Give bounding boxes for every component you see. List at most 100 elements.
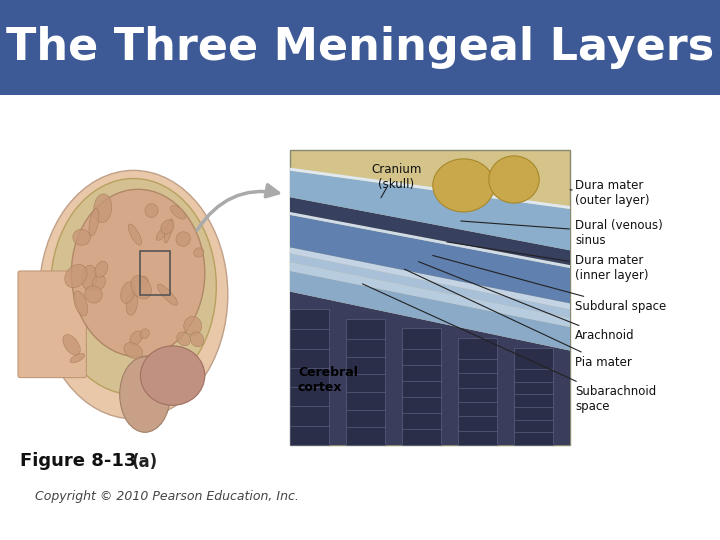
Bar: [514, 361, 553, 382]
Text: Dura mater
(inner layer): Dura mater (inner layer): [446, 242, 649, 282]
Ellipse shape: [81, 265, 97, 289]
Ellipse shape: [140, 329, 149, 339]
Ellipse shape: [138, 276, 148, 286]
Bar: [402, 376, 441, 397]
Ellipse shape: [489, 156, 539, 203]
Bar: [458, 410, 498, 431]
Ellipse shape: [50, 179, 216, 395]
FancyBboxPatch shape: [18, 271, 86, 377]
Ellipse shape: [194, 248, 204, 257]
Ellipse shape: [70, 353, 85, 363]
Text: Pia mater: Pia mater: [405, 269, 632, 369]
Bar: [346, 407, 385, 427]
Ellipse shape: [171, 206, 186, 219]
Ellipse shape: [177, 332, 191, 346]
Text: The Three Meningeal Layers: The Three Meningeal Layers: [6, 26, 714, 69]
Bar: [402, 424, 441, 445]
Bar: [346, 424, 385, 445]
Bar: [402, 345, 441, 365]
Bar: [346, 319, 385, 339]
Ellipse shape: [145, 204, 158, 218]
Bar: [402, 393, 441, 413]
Ellipse shape: [124, 343, 143, 359]
Ellipse shape: [85, 286, 102, 303]
Bar: [346, 336, 385, 357]
Ellipse shape: [176, 232, 190, 246]
Ellipse shape: [130, 331, 143, 345]
Bar: [290, 367, 329, 387]
Ellipse shape: [157, 284, 177, 305]
Bar: [140, 252, 171, 295]
Polygon shape: [290, 168, 570, 209]
Bar: [514, 399, 553, 420]
Polygon shape: [290, 171, 570, 251]
Bar: [290, 309, 329, 329]
Text: Arachnoid: Arachnoid: [418, 262, 634, 342]
Ellipse shape: [120, 357, 171, 433]
Bar: [514, 374, 553, 394]
Ellipse shape: [128, 224, 142, 245]
Text: Figure 8-13: Figure 8-13: [20, 452, 136, 470]
Text: Subdural space: Subdural space: [433, 255, 666, 313]
Ellipse shape: [164, 219, 173, 243]
Polygon shape: [290, 271, 570, 350]
Ellipse shape: [73, 229, 91, 245]
Ellipse shape: [95, 261, 108, 278]
Ellipse shape: [131, 275, 151, 299]
Ellipse shape: [140, 346, 204, 406]
Text: Cerebral
cortex: Cerebral cortex: [298, 366, 358, 394]
Polygon shape: [290, 215, 570, 303]
Bar: [290, 347, 329, 368]
Ellipse shape: [89, 208, 99, 236]
Ellipse shape: [156, 227, 168, 240]
FancyArrowPatch shape: [197, 185, 279, 230]
Bar: [346, 372, 385, 392]
Ellipse shape: [94, 194, 112, 222]
Ellipse shape: [73, 291, 88, 316]
Bar: [290, 150, 570, 445]
Ellipse shape: [161, 220, 174, 234]
Text: Dura mater
(outer layer): Dura mater (outer layer): [570, 179, 649, 207]
Text: (a): (a): [132, 453, 158, 471]
Text: Subarachnoid
space: Subarachnoid space: [363, 284, 656, 413]
Polygon shape: [290, 247, 570, 309]
Text: Copyright © 2010 Pearson Education, Inc.: Copyright © 2010 Pearson Education, Inc.: [35, 490, 299, 503]
Bar: [290, 405, 329, 426]
Bar: [458, 339, 498, 359]
Ellipse shape: [190, 332, 204, 347]
Ellipse shape: [92, 275, 105, 291]
Bar: [514, 424, 553, 445]
Bar: [0, 0, 720, 94]
Bar: [402, 360, 441, 381]
Bar: [458, 381, 498, 402]
Ellipse shape: [121, 282, 135, 303]
Polygon shape: [290, 253, 570, 318]
Bar: [402, 328, 441, 349]
Ellipse shape: [71, 190, 204, 357]
Text: Cranium
(skull): Cranium (skull): [372, 163, 422, 191]
Bar: [402, 408, 441, 429]
Ellipse shape: [126, 293, 138, 315]
Polygon shape: [290, 197, 570, 265]
Ellipse shape: [433, 159, 495, 212]
Bar: [346, 354, 385, 374]
Bar: [290, 328, 329, 349]
Ellipse shape: [39, 171, 228, 419]
Polygon shape: [290, 212, 570, 268]
Ellipse shape: [65, 265, 87, 288]
Polygon shape: [290, 262, 570, 327]
Ellipse shape: [184, 316, 202, 335]
Polygon shape: [290, 292, 570, 445]
Bar: [458, 424, 498, 445]
Ellipse shape: [63, 335, 81, 355]
Text: Dural (venous)
sinus: Dural (venous) sinus: [461, 219, 662, 247]
Bar: [290, 386, 329, 407]
Bar: [290, 424, 329, 445]
Bar: [346, 389, 385, 410]
Bar: [514, 348, 553, 369]
Bar: [514, 386, 553, 407]
Bar: [458, 396, 498, 416]
Bar: [458, 353, 498, 373]
Bar: [458, 367, 498, 388]
Bar: [514, 411, 553, 433]
